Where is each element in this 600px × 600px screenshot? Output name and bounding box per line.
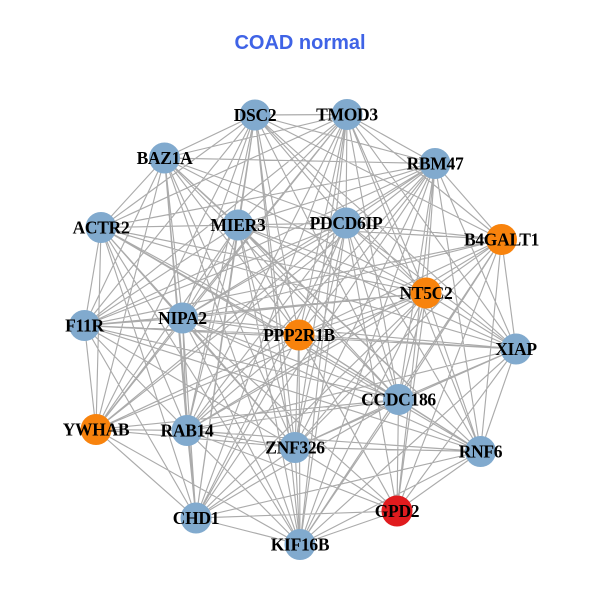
svg-text:YWHAB: YWHAB — [63, 420, 130, 440]
svg-text:XIAP: XIAP — [495, 339, 537, 359]
svg-text:PPP2R1B: PPP2R1B — [263, 325, 335, 345]
svg-text:MIER3: MIER3 — [211, 215, 266, 235]
svg-text:KIF16B: KIF16B — [271, 535, 330, 555]
svg-text:ZNF326: ZNF326 — [265, 438, 325, 458]
svg-text:RAB14: RAB14 — [161, 421, 214, 441]
svg-text:CHD1: CHD1 — [173, 508, 219, 528]
svg-text:RNF6: RNF6 — [459, 442, 503, 462]
svg-text:COAD normal: COAD normal — [234, 32, 365, 54]
svg-text:NIPA2: NIPA2 — [158, 308, 207, 328]
svg-text:ACTR2: ACTR2 — [73, 218, 130, 238]
svg-text:F11R: F11R — [65, 316, 104, 336]
svg-text:BAZ1A: BAZ1A — [137, 148, 194, 168]
svg-text:GPD2: GPD2 — [375, 501, 420, 521]
svg-text:DSC2: DSC2 — [234, 105, 277, 125]
svg-text:PDCD6IP: PDCD6IP — [310, 213, 383, 233]
svg-text:NT5C2: NT5C2 — [400, 283, 453, 303]
svg-text:RBM47: RBM47 — [407, 154, 464, 174]
svg-text:TMOD3: TMOD3 — [316, 105, 378, 125]
svg-text:CCDC186: CCDC186 — [361, 390, 436, 410]
svg-text:B4GALT1: B4GALT1 — [464, 230, 539, 250]
